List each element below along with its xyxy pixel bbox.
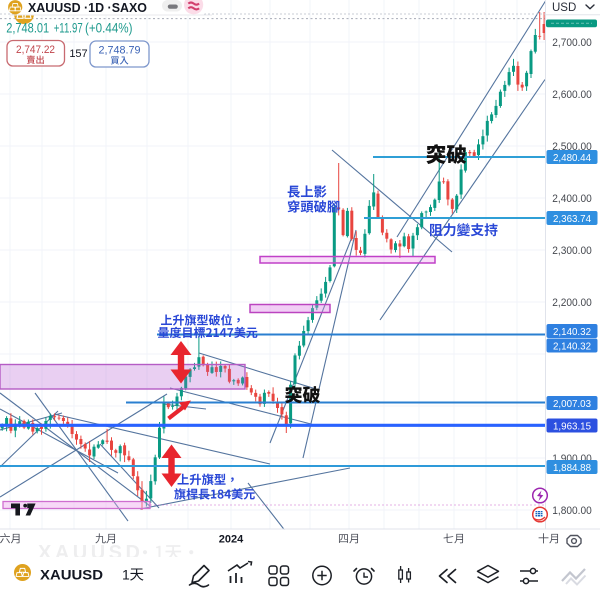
svg-text:2,480.44: 2,480.44 <box>553 152 591 164</box>
svg-text:1,800.00: 1,800.00 <box>552 505 592 517</box>
svg-text:(+0.44%): (+0.44%) <box>85 21 133 36</box>
svg-text:2,747.22: 2,747.22 <box>16 44 55 56</box>
svg-text:2,140.32: 2,140.32 <box>553 340 591 352</box>
svg-text:2,600.00: 2,600.00 <box>552 89 592 101</box>
svg-text:2,300.00: 2,300.00 <box>552 245 592 257</box>
svg-text:2,363.74: 2,363.74 <box>553 213 591 225</box>
svg-text:2,200.00: 2,200.00 <box>552 297 592 309</box>
svg-text:2,700.00: 2,700.00 <box>552 37 592 49</box>
svg-text:2,007.03: 2,007.03 <box>553 398 591 410</box>
svg-text:2,748.01: 2,748.01 <box>6 21 49 36</box>
svg-text:1,963.15: 1,963.15 <box>553 420 591 432</box>
svg-text:2,400.00: 2,400.00 <box>552 193 592 205</box>
svg-text:1,884.88: 1,884.88 <box>553 462 591 474</box>
svg-text:XAUUSD ·1D ·SAXO: XAUUSD ·1D ·SAXO <box>28 0 147 15</box>
svg-text:XAUUSD: XAUUSD <box>40 567 103 583</box>
svg-text:157: 157 <box>69 48 87 60</box>
svg-text:1: 1 <box>122 567 130 583</box>
svg-text:2,140.32: 2,140.32 <box>553 326 591 338</box>
svg-text:2024: 2024 <box>219 534 244 546</box>
svg-text:USD: USD <box>552 2 576 14</box>
svg-text:+11.97: +11.97 <box>54 21 83 36</box>
svg-text:2,748.79: 2,748.79 <box>99 44 141 56</box>
